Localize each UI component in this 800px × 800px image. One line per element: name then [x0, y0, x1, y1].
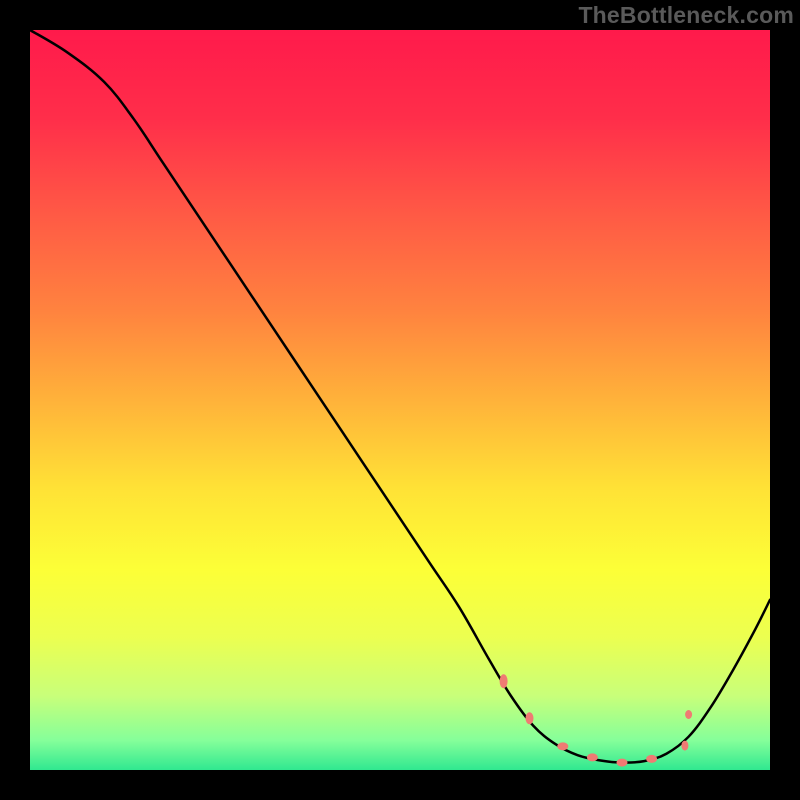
gradient-background — [30, 30, 770, 770]
marker-dot — [646, 755, 657, 763]
marker-dot — [587, 753, 598, 761]
marker-dot — [557, 742, 568, 750]
chart-container: TheBottleneck.com — [0, 0, 800, 800]
marker-dot — [500, 674, 508, 688]
chart-svg — [30, 30, 770, 770]
marker-dot — [681, 741, 688, 751]
plot-area — [30, 30, 770, 770]
watermark-text: TheBottleneck.com — [578, 2, 794, 29]
marker-dot — [617, 759, 628, 767]
marker-dot — [526, 712, 534, 724]
marker-dot — [685, 710, 692, 719]
